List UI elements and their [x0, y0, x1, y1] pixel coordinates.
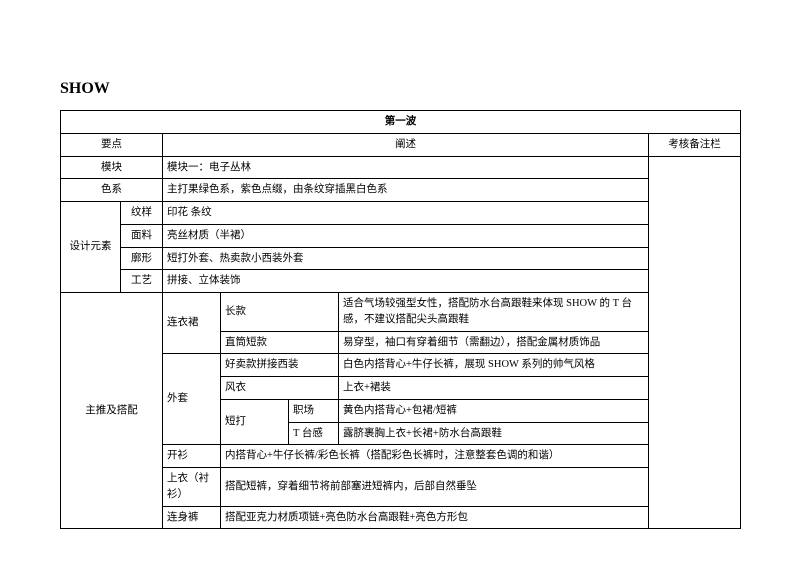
jumpsuit-label: 连身裤 — [163, 506, 221, 529]
header-keypoints: 要点 — [61, 133, 163, 156]
cardigan-value: 内搭背心+牛仔长裤/彩色长裤（搭配彩色长裤时，注意整套色调的和谐） — [221, 445, 649, 468]
outer-suit-label: 好卖款拼接西装 — [221, 354, 339, 377]
outer-label: 外套 — [163, 354, 221, 445]
dress-long-value: 适合气场较强型女性，搭配防水台高跟鞋来体现 SHOW 的 T 台感，不建议搭配尖… — [339, 293, 649, 332]
dress-long-label: 长款 — [221, 293, 339, 332]
notes-cell — [649, 156, 741, 529]
color-label: 色系 — [61, 179, 163, 202]
module-label: 模块 — [61, 156, 163, 179]
craft-label: 工艺 — [121, 270, 163, 293]
silhouette-value: 短打外套、热卖款小西装外套 — [163, 247, 649, 270]
top-value: 搭配短裤，穿着细节将前部塞进短裤内，后部自然垂坠 — [221, 468, 649, 507]
header-notes: 考核备注栏 — [649, 133, 741, 156]
silhouette-label: 廓形 — [121, 247, 163, 270]
outer-short-t-sub: T 台感 — [289, 422, 339, 445]
pattern-label: 纹样 — [121, 202, 163, 225]
outer-short-label: 短打 — [221, 399, 289, 445]
page-title: SHOW — [60, 80, 740, 98]
outer-trench-value: 上衣+裙装 — [339, 377, 649, 400]
main-table: 第一波 要点 阐述 考核备注栏 模块 模块一：电子丛林 色系 主打果绿色系，紫色… — [60, 110, 741, 529]
outer-short-t-value: 露脐裹胸上衣+长裙+防水台高跟鞋 — [339, 422, 649, 445]
outer-short-work-value: 黄色内搭背心+包裙/短裤 — [339, 399, 649, 422]
color-value: 主打果绿色系，紫色点缀，由条纹穿插黑白色系 — [163, 179, 649, 202]
jumpsuit-value: 搭配亚克力材质项链+亮色防水台高跟鞋+亮色方形包 — [221, 506, 649, 529]
wave-title: 第一波 — [61, 111, 741, 134]
design-label: 设计元素 — [61, 202, 121, 293]
dress-label: 连衣裙 — [163, 293, 221, 354]
pattern-value: 印花 条纹 — [163, 202, 649, 225]
outer-suit-value: 白色内搭背心+牛仔长裤，展现 SHOW 系列的帅气风格 — [339, 354, 649, 377]
top-label: 上衣（衬衫） — [163, 468, 221, 507]
fabric-value: 亮丝材质（半裙） — [163, 224, 649, 247]
dress-tube-label: 直筒短款 — [221, 331, 339, 354]
craft-value: 拼接、立体装饰 — [163, 270, 649, 293]
styling-label: 主推及搭配 — [61, 293, 163, 529]
fabric-label: 面料 — [121, 224, 163, 247]
header-description: 阐述 — [163, 133, 649, 156]
dress-tube-value: 易穿型，袖口有穿着细节（需翻边），搭配金属材质饰品 — [339, 331, 649, 354]
outer-trench-label: 风衣 — [221, 377, 339, 400]
module-value: 模块一：电子丛林 — [163, 156, 649, 179]
cardigan-label: 开衫 — [163, 445, 221, 468]
outer-short-work-sub: 职场 — [289, 399, 339, 422]
